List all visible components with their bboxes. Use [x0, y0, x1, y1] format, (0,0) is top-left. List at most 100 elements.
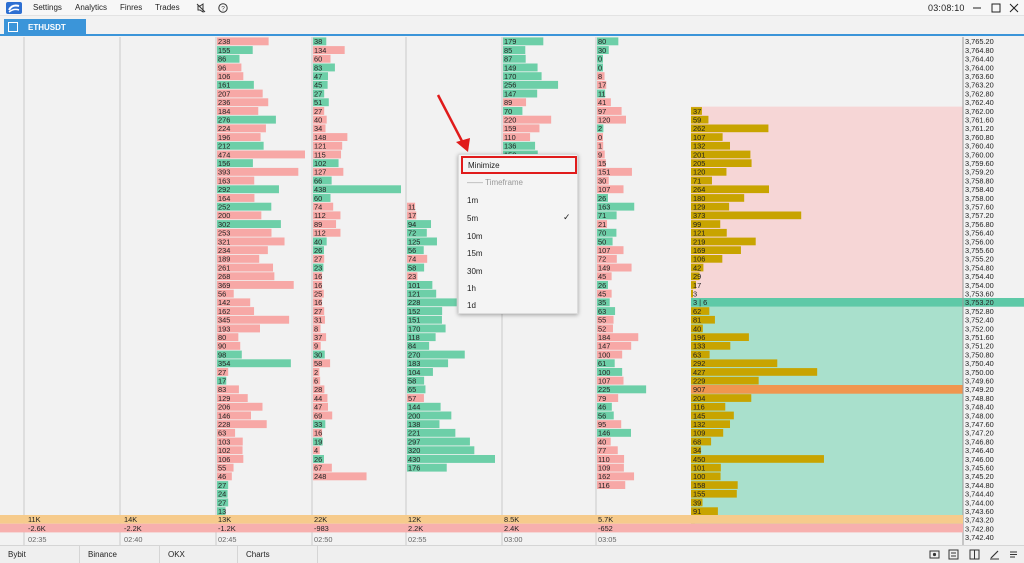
exchange-tab-okx[interactable]: OKX [160, 546, 238, 563]
cluster-bar [217, 507, 226, 516]
cluster-value: 26 [598, 281, 606, 290]
cluster-value: 70 [598, 229, 606, 238]
price-label: 3,764.00 [965, 63, 994, 72]
cluster-value: 146 [218, 411, 230, 420]
time-label: 02:40 [124, 535, 143, 544]
profile-value: 205 [693, 159, 705, 168]
cluster-value: 121 [314, 142, 326, 151]
cluster-value: 236 [218, 98, 230, 107]
profile-bar [691, 202, 730, 211]
cluster-bar [217, 185, 279, 194]
close-window-icon[interactable] [1007, 2, 1021, 14]
profile-bar [691, 237, 756, 246]
cluster-bar [597, 315, 614, 324]
menu-settings[interactable]: Settings [33, 3, 62, 12]
cluster-bar [597, 246, 624, 255]
price-label: 3,754.00 [965, 281, 994, 290]
profile-value: 3 [693, 290, 697, 299]
screenshot-icon[interactable] [929, 549, 940, 560]
cluster-bar [313, 350, 325, 359]
profile-bar [691, 315, 715, 324]
cluster-value: 109 [598, 464, 610, 473]
cluster-bar [597, 98, 611, 107]
cluster-bar [313, 254, 325, 263]
cluster-bar [597, 350, 623, 359]
cluster-bar [217, 307, 255, 315]
profile-value: 169 [693, 246, 705, 255]
timeframe-1h[interactable]: 1h [467, 284, 476, 293]
tab-ethusdt[interactable]: ETHUSDT [4, 19, 86, 36]
close-tab-icon[interactable] [8, 22, 18, 32]
menu-trades[interactable]: Trades [155, 3, 180, 12]
profile-value: 129 [693, 203, 705, 212]
cluster-value: 58 [314, 359, 322, 368]
draw-tool-icon[interactable] [989, 549, 1000, 560]
timeframe-10m[interactable]: 10m [467, 232, 483, 241]
cluster-bar [503, 80, 559, 89]
mute-icon[interactable] [196, 3, 206, 13]
cluster-bar [407, 211, 417, 220]
cluster-bar [597, 150, 605, 159]
settings-icon[interactable] [948, 549, 959, 560]
cluster-bar [217, 211, 262, 220]
minimize-menu-item[interactable]: Minimize [461, 156, 577, 174]
cluster-value: 112 [314, 229, 326, 238]
cluster-bar [313, 63, 335, 72]
cluster-bar [597, 463, 624, 472]
timeframe-1m[interactable]: 1m [467, 196, 479, 205]
cluster-bar [597, 402, 612, 411]
cluster-value: 118 [408, 333, 420, 342]
cluster-bar [597, 341, 632, 350]
maximize-window-icon[interactable] [989, 2, 1003, 14]
charts-tab[interactable]: Charts [238, 546, 318, 563]
cluster-value: 33 [314, 420, 322, 429]
cluster-bar [407, 246, 424, 255]
price-label: 3,750.40 [965, 359, 994, 368]
profile-value: 201 [693, 150, 705, 159]
profile-value: 180 [693, 194, 705, 203]
summary-delta-row [0, 523, 963, 533]
help-icon[interactable]: ? [218, 3, 228, 13]
cluster-value: 179 [504, 37, 516, 46]
timeframe-30m[interactable]: 30m [467, 267, 483, 276]
menu-finres[interactable]: Finres [120, 3, 143, 12]
cluster-bar [217, 315, 290, 324]
cluster-value: 120 [598, 116, 610, 125]
timeframe-5m[interactable]: 5m [467, 214, 479, 223]
timeframe-1d[interactable]: 1d [467, 301, 476, 310]
cluster-bar [217, 298, 251, 307]
cluster-value: 16 [314, 298, 322, 307]
cluster-bar [313, 315, 325, 324]
layout-icon[interactable] [969, 549, 980, 560]
footprint-chart[interactable]: 238 155 86 96 106 161 207 236 184 276 224 196 212 474… [0, 37, 1024, 545]
cluster-value: 112 [314, 211, 326, 220]
cluster-value: 26 [314, 455, 322, 464]
cluster-bar [407, 202, 416, 211]
list-icon[interactable] [1008, 549, 1019, 560]
cluster-bar [313, 298, 323, 307]
profile-upper-zone [691, 106, 963, 298]
cluster-bar [503, 133, 531, 141]
profile-value: 40 [693, 324, 701, 333]
cluster-bar [217, 107, 259, 115]
cluster-bar [217, 481, 229, 489]
menu-analytics[interactable]: Analytics [75, 3, 108, 12]
profile-value: 264 [693, 185, 705, 194]
profile-value: 100 [693, 472, 705, 481]
price-label: 3,743.60 [965, 507, 994, 516]
cluster-value: 6 [314, 377, 318, 386]
cluster-value: 149 [598, 263, 610, 272]
exchange-tab-bybit[interactable]: Bybit [0, 546, 80, 563]
cluster-value: 100 [598, 350, 610, 359]
profile-value: 120 [693, 168, 705, 177]
price-label: 3,757.20 [965, 211, 994, 220]
cluster-value: 170 [504, 72, 516, 81]
cluster-value: 200 [218, 211, 230, 220]
cluster-bar [217, 124, 266, 133]
timeframe-15m[interactable]: 15m [467, 249, 483, 258]
profile-bar [691, 472, 721, 481]
minimize-window-icon[interactable] [970, 2, 984, 14]
exchange-tab-binance[interactable]: Binance [80, 546, 160, 563]
cluster-bar [313, 359, 331, 368]
price-label: 3,746.00 [965, 455, 994, 464]
